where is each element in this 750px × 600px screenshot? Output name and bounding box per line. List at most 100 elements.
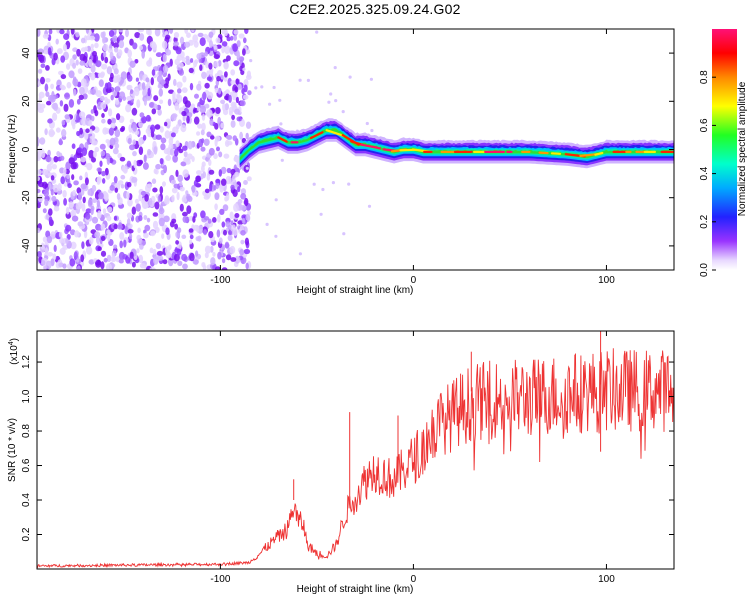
noise-speckle <box>114 99 120 105</box>
noise-speckle <box>143 97 147 106</box>
noise-speckle <box>73 89 77 97</box>
noise-speckle <box>104 167 109 176</box>
noise-speckle <box>224 103 229 111</box>
noise-speckle <box>70 29 75 35</box>
noise-speckle <box>240 239 245 245</box>
noise-speckle <box>125 29 129 38</box>
noise-speckle <box>239 249 245 256</box>
noise-speckle <box>225 254 232 261</box>
noise-speckle <box>229 211 234 220</box>
noise-speckle <box>102 208 107 215</box>
noise-speckle <box>116 113 121 121</box>
noise-speckle <box>68 70 75 79</box>
noise-speckle <box>127 49 132 58</box>
noise-speckle <box>97 246 102 251</box>
noise-speckle <box>40 76 45 85</box>
noise-speckle <box>163 197 170 205</box>
noise-speckle <box>172 91 176 100</box>
y-tick-label: 0.6 <box>21 458 32 472</box>
noise-speckle <box>88 120 93 127</box>
noise-speckle <box>53 205 60 212</box>
noise-speckle <box>102 36 106 44</box>
noise-speckle <box>220 178 227 186</box>
noise-speckle <box>227 230 233 236</box>
noise-speckle <box>80 37 86 44</box>
noise-speckle <box>42 168 49 176</box>
scatter-speck <box>242 67 246 71</box>
noise-speckle <box>175 169 179 177</box>
noise-speckle <box>120 174 126 180</box>
noise-speckle <box>91 198 98 204</box>
noise-speckle <box>171 187 178 194</box>
noise-speckle <box>97 72 102 78</box>
noise-speckle <box>44 128 48 136</box>
noise-speckle <box>140 190 147 196</box>
noise-speckle <box>222 102 226 112</box>
noise-speckle <box>129 144 136 151</box>
noise-speckle <box>182 75 187 83</box>
noise-speckle <box>56 151 61 157</box>
noise-speckle <box>114 187 119 193</box>
noise-speckle <box>190 103 195 109</box>
noise-speckle <box>165 155 172 161</box>
noise-speckle <box>155 242 162 250</box>
scatter-speck <box>369 77 373 81</box>
noise-speckle <box>81 147 88 157</box>
noise-speckle <box>98 192 104 200</box>
noise-speckle <box>107 233 111 242</box>
noise-speckle <box>159 126 164 133</box>
noise-speckle <box>90 207 94 215</box>
noise-speckle <box>61 119 66 126</box>
noise-speckle <box>136 99 141 109</box>
noise-speckle <box>173 183 179 189</box>
noise-speckle <box>162 65 169 73</box>
noise-speckle <box>145 29 151 35</box>
noise-speckle <box>119 232 125 240</box>
noise-speckle <box>45 156 52 163</box>
noise-speckle <box>159 158 164 165</box>
noise-speckle <box>156 250 164 256</box>
noise-speckle <box>73 180 79 186</box>
noise-speckle <box>178 148 184 154</box>
noise-speckle <box>37 176 40 182</box>
noise-speckle <box>91 184 97 192</box>
noise-speckle <box>51 164 58 170</box>
noise-speckle <box>110 94 114 101</box>
noise-speckle <box>132 139 137 145</box>
noise-speckle <box>100 150 106 157</box>
noise-speckle <box>141 82 146 90</box>
noise-speckle <box>219 208 225 215</box>
noise-speckle <box>88 236 94 245</box>
noise-speckle <box>59 138 63 146</box>
noise-speckle <box>47 118 53 124</box>
noise-speckle <box>66 63 71 70</box>
scatter-speck <box>298 78 302 82</box>
noise-speckle <box>203 195 210 200</box>
colorbar-label: Normalized spectral amplitude <box>737 81 748 216</box>
noise-speckle <box>39 245 46 253</box>
noise-speckle <box>175 140 180 148</box>
noise-speckle <box>158 88 163 97</box>
noise-speckle <box>153 95 159 102</box>
noise-speckle <box>230 69 236 76</box>
noise-speckle <box>160 143 166 151</box>
noise-speckle <box>113 215 118 221</box>
noise-speckle <box>203 229 208 236</box>
noise-speckle <box>76 130 81 137</box>
noise-speckle <box>215 37 221 44</box>
noise-speckle <box>89 128 93 134</box>
noise-speckle <box>139 263 146 269</box>
noise-speckle <box>225 221 231 228</box>
noise-speckle <box>151 69 156 76</box>
noise-speckle <box>44 247 49 256</box>
noise-speckle <box>148 57 153 65</box>
noise-speckle <box>118 258 124 264</box>
noise-speckle <box>79 53 86 62</box>
noise-speckle <box>234 171 240 177</box>
noise-speckle <box>126 191 130 200</box>
snr-y-ticks: 0.2 0.4 0.6 0.8 1.0 1.2 <box>21 355 674 541</box>
noise-speckle <box>181 196 188 203</box>
noise-speckle <box>221 45 225 54</box>
noise-speckle <box>106 254 112 263</box>
